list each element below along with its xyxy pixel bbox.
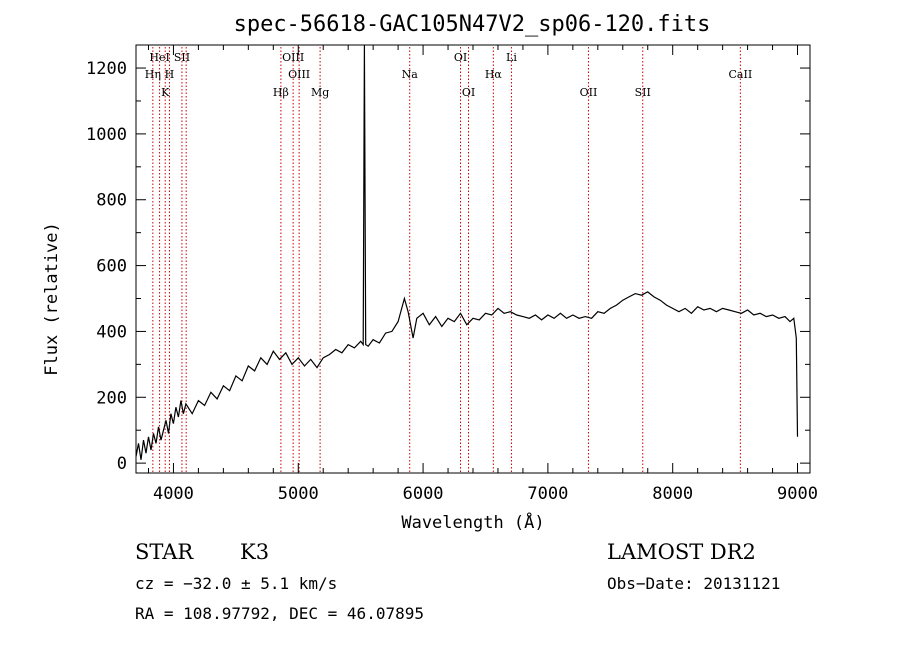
y-tick-label: 1200	[86, 59, 127, 79]
object-subclass: K3	[240, 540, 270, 564]
x-tick-label: 7000	[527, 484, 568, 504]
spectral-line-label: OIII	[282, 51, 304, 64]
spectral-line-label: OII	[580, 86, 598, 99]
x-tick-label: 4000	[153, 484, 194, 504]
y-tick-label: 200	[96, 388, 127, 408]
x-tick-label: 6000	[403, 484, 444, 504]
spectral-line-label: Li	[506, 51, 517, 64]
y-tick-label: 600	[96, 257, 127, 277]
spectral-line-label: H	[165, 68, 175, 81]
flux-series-line	[135, 44, 799, 460]
spectral-line-label: Na	[402, 68, 419, 81]
spectral-line-label: OI	[454, 51, 467, 64]
spectral-line-label: OI	[462, 86, 475, 99]
y-tick-label: 1000	[86, 125, 127, 145]
spectral-line-label: OIII	[288, 68, 310, 81]
y-tick-label: 800	[96, 191, 127, 211]
spectral-line-label: Hα	[485, 68, 503, 81]
plot-frame	[135, 44, 811, 474]
y-tick-label: 400	[96, 322, 127, 342]
spectral-line-label: CaII	[729, 68, 753, 81]
x-axis-label: Wavelength (Å)	[401, 511, 544, 533]
x-tick-label: 8000	[652, 484, 693, 504]
spectral-line-label: K	[161, 86, 170, 99]
x-tick-label: 5000	[278, 484, 319, 504]
observation-date: Obs−Date: 20131121	[607, 574, 781, 593]
spectral-line-label: SII	[174, 51, 190, 64]
ra-dec-coordinates: RA = 108.97792, DEC = 46.07895	[135, 604, 424, 623]
redshift-cz: cz = −32.0 ± 5.1 km/s	[135, 574, 338, 593]
y-tick-label: 0	[117, 454, 127, 474]
spectral-line-label: Mg	[311, 86, 329, 99]
x-tick-label: 9000	[777, 484, 818, 504]
spectral-line-label: Hη	[145, 68, 161, 81]
spectral-line-label: Hβ	[273, 86, 289, 99]
spectral-line-label: SII	[635, 86, 651, 99]
axis-ticks: 4000 5000 6000 7000 8000 9000 0 200 400 600 800 100…	[86, 45, 818, 504]
survey-name: LAMOST DR2	[607, 540, 756, 564]
y-axis-label: Flux (relative)	[42, 222, 62, 376]
spectral-line-markers	[152, 47, 741, 473]
chart-title: spec-56618-GAC105N47V2_sp06-120.fits	[234, 12, 711, 37]
object-class: STAR	[135, 540, 194, 564]
spectral-line-label: HeI	[149, 51, 169, 64]
